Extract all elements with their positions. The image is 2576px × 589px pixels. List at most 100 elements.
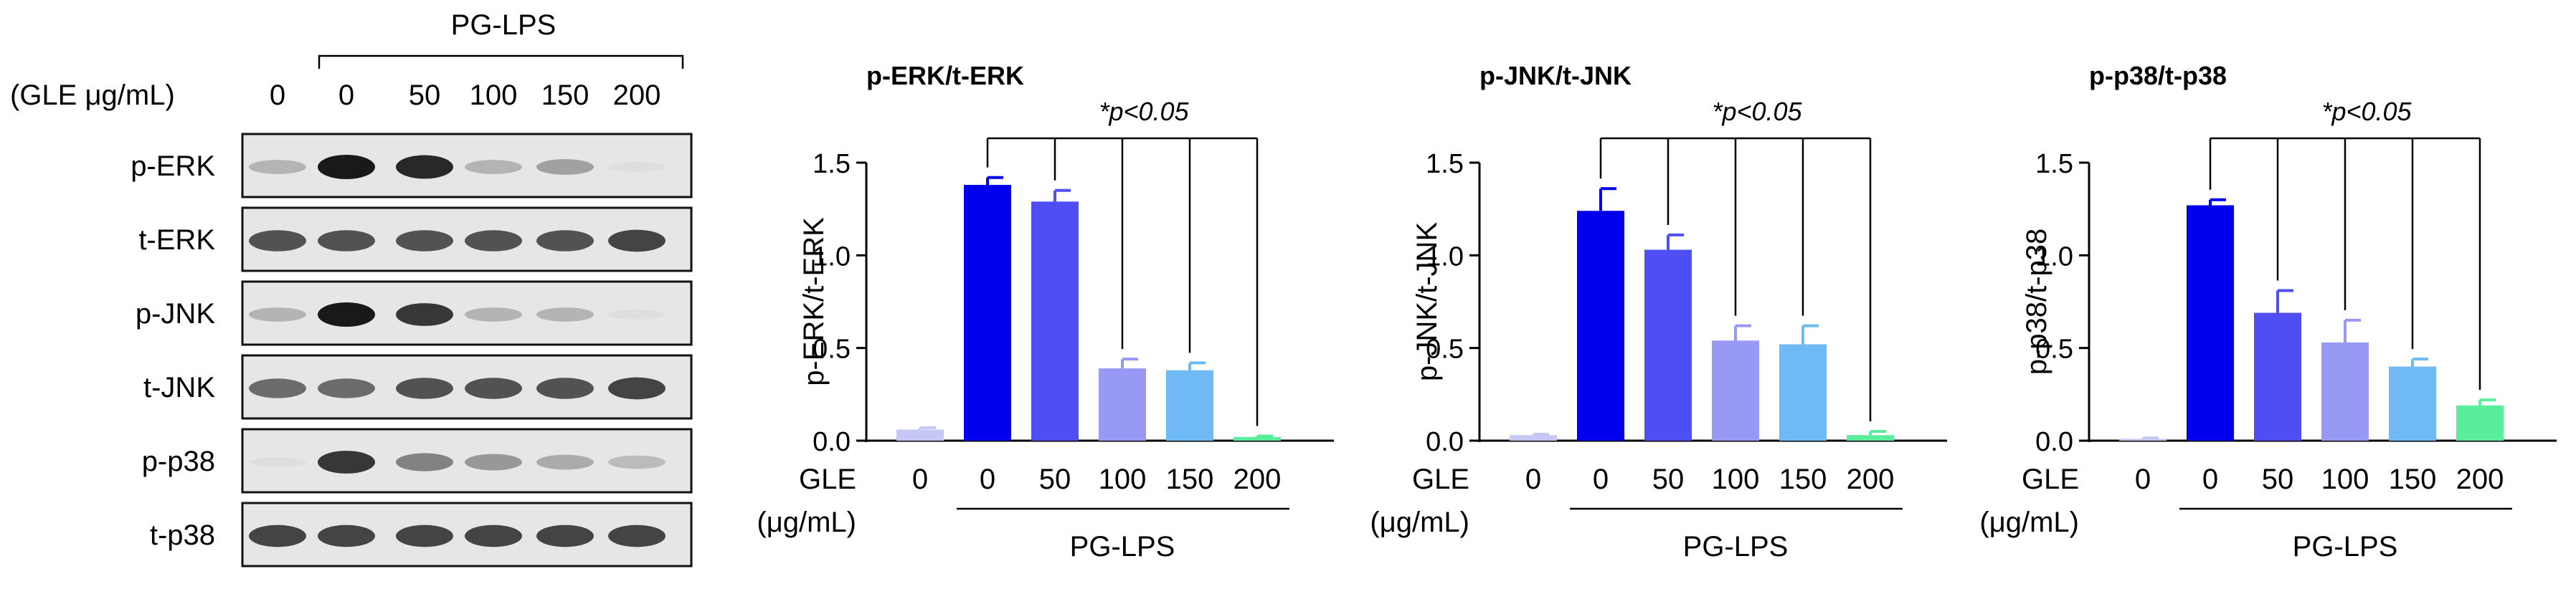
x-tick-label: 100 xyxy=(2321,464,2369,495)
blot-band xyxy=(536,230,594,252)
bar-chart-1: p-ERK/t-ERK p-ERK/t-ERK 0.0 0.5 1.0 1.5 0 0 50 10… xyxy=(757,61,1334,562)
y-axis-label: p-JNK/t-JNK xyxy=(1411,222,1443,382)
x-tick-label: 100 xyxy=(1099,464,1147,495)
blot-band xyxy=(536,378,594,399)
bar xyxy=(2456,405,2504,441)
blot-bracket-line xyxy=(318,54,684,69)
group-label: PG-LPS xyxy=(1683,531,1789,562)
blot-rows: p-ERK t-ERK p-JNK t-JNK p-p38 t-p38 xyxy=(131,133,693,568)
y-tick-label: 1.5 xyxy=(1426,149,1464,179)
x-tick-label: 0 xyxy=(2202,464,2218,495)
blot-row-label: p-p38 xyxy=(142,446,215,477)
blot-band xyxy=(536,525,594,547)
group-label: PG-LPS xyxy=(1070,531,1175,562)
blot-band xyxy=(396,303,453,326)
x-axis-label: GLE xyxy=(799,464,856,495)
blot-lane-label: 100 xyxy=(470,80,518,111)
chart-title: p-JNK/t-JNK xyxy=(1479,61,1632,90)
blot-band xyxy=(608,162,666,172)
blot-band xyxy=(318,451,375,474)
blot-band xyxy=(608,377,666,400)
bar xyxy=(964,185,1011,441)
x-tick-label: 200 xyxy=(1233,464,1282,495)
blot-band xyxy=(396,155,453,179)
blot-band xyxy=(249,525,306,547)
bar xyxy=(1847,435,1894,441)
x-tick-label: 50 xyxy=(1652,464,1685,495)
blot-row-label: p-ERK xyxy=(131,150,215,182)
blot-band xyxy=(465,378,522,399)
blot-band xyxy=(249,457,306,467)
chart-title: p-p38/t-p38 xyxy=(2089,61,2227,90)
blot-band xyxy=(536,159,594,175)
blot-row-label: t-JNK xyxy=(143,372,215,403)
blot-row-label: t-ERK xyxy=(138,224,215,256)
blot-band xyxy=(396,378,453,399)
x-axis-label: GLE xyxy=(1412,464,1469,495)
bar xyxy=(1510,435,1557,441)
y-tick-label: 1.0 xyxy=(2035,241,2073,272)
blot-band xyxy=(249,230,306,252)
bar xyxy=(2254,312,2301,441)
blot-band xyxy=(608,455,666,469)
blot-lane-label: 0 xyxy=(270,80,285,111)
x-axis-unit: (μg/mL) xyxy=(1370,507,1469,538)
blot-band xyxy=(318,155,375,179)
blot-band xyxy=(318,230,375,252)
x-tick-label: 0 xyxy=(912,464,928,495)
y-tick-label: 1.5 xyxy=(813,149,851,179)
x-axis-unit: (μg/mL) xyxy=(1979,507,2079,538)
x-tick-label: 0 xyxy=(1525,464,1541,495)
blot-band xyxy=(608,310,666,320)
x-tick-label: 0 xyxy=(2135,464,2151,495)
bar xyxy=(1779,344,1827,441)
x-tick-label: 50 xyxy=(1039,464,1071,495)
bar xyxy=(1099,368,1146,441)
bar xyxy=(1712,340,1759,441)
blot-band xyxy=(318,378,375,398)
blot-dose-label: (GLE μg/mL) xyxy=(10,80,175,111)
blot-band xyxy=(608,525,666,547)
blot-band xyxy=(249,378,306,398)
blot-band xyxy=(465,230,522,252)
bar xyxy=(2389,366,2436,441)
y-tick-label: 0.0 xyxy=(813,427,851,457)
blot-lane-label: 50 xyxy=(409,80,441,111)
x-tick-label: 150 xyxy=(1166,464,1214,495)
bar xyxy=(2119,439,2167,441)
blot-lane-label: 150 xyxy=(541,80,589,111)
x-tick-label: 50 xyxy=(2262,464,2294,495)
bar xyxy=(1644,249,1692,441)
blot-row-label: p-JNK xyxy=(136,298,215,330)
blot-lane-label: 0 xyxy=(338,80,354,111)
significance-label: *p<0.05 xyxy=(1712,97,1802,126)
blot-band xyxy=(465,525,522,547)
blot-group-bracket xyxy=(318,54,684,69)
chart-title: p-ERK/t-ERK xyxy=(866,61,1024,90)
blot-lane-labels: 0 0 50 100 150 200 xyxy=(270,80,661,111)
y-tick-label: 0.5 xyxy=(2035,335,2073,365)
x-tick-label: 200 xyxy=(2456,464,2504,495)
blot-band xyxy=(536,454,594,470)
bar xyxy=(2321,342,2369,441)
blot-band xyxy=(465,160,522,174)
bar xyxy=(896,429,944,441)
blot-band xyxy=(396,453,453,471)
y-tick-label: 1.0 xyxy=(813,241,851,272)
x-tick-label: 100 xyxy=(1712,464,1760,495)
x-tick-label: 150 xyxy=(2389,464,2437,495)
blot-band xyxy=(249,307,306,322)
significance-label: *p<0.05 xyxy=(2321,97,2412,126)
bar xyxy=(1233,436,1281,441)
x-tick-label: 150 xyxy=(1779,464,1827,495)
x-axis-label: GLE xyxy=(2022,464,2079,495)
x-axis-unit: (μg/mL) xyxy=(757,507,856,538)
y-tick-label: 0.5 xyxy=(813,335,851,365)
blot-band xyxy=(396,525,453,547)
blot-band xyxy=(249,160,306,174)
blot-band xyxy=(318,525,375,547)
blot-band xyxy=(536,307,594,322)
bar xyxy=(1577,211,1624,441)
significance-label: *p<0.05 xyxy=(1099,97,1189,126)
